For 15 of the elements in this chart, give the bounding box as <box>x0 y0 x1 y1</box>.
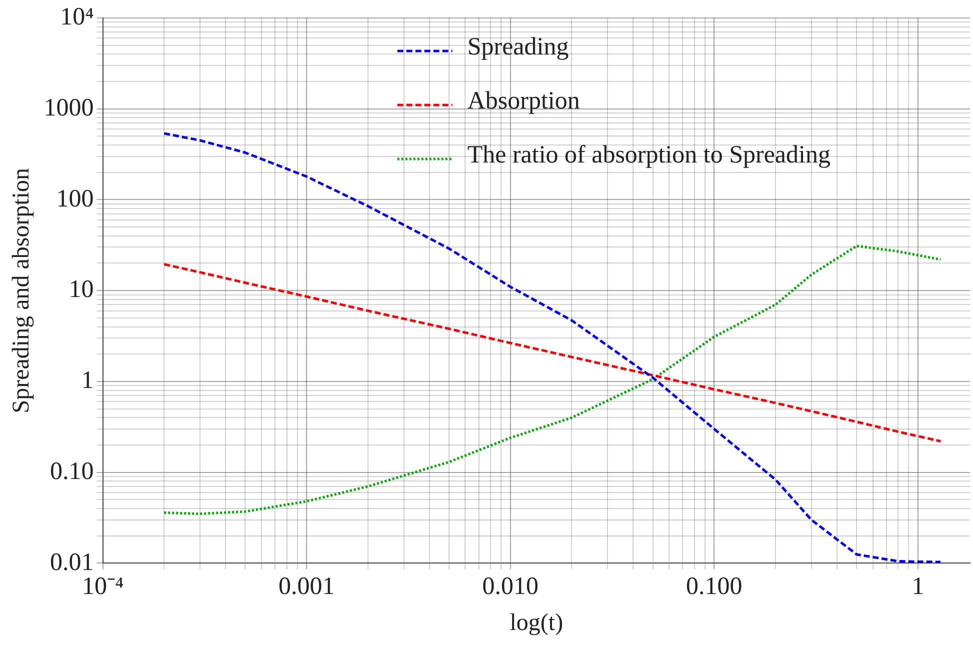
legend-label: Spreading <box>467 34 570 61</box>
x-tick-label: 0.001 <box>278 572 335 600</box>
y-axis-title: Spreading and absorption <box>8 168 35 414</box>
x-tick-label: 0.010 <box>482 572 539 600</box>
y-tick-label: 100 <box>56 185 94 212</box>
y-tick-label: 0.10 <box>50 458 94 485</box>
x-axis-title: log(t) <box>510 610 564 636</box>
y-tick-label: 1000 <box>44 94 94 122</box>
y-tick-label: 10 <box>68 276 94 304</box>
legend-label: Absorption <box>467 88 580 115</box>
y-tick-label: 1 <box>81 367 94 394</box>
y-tick-label: 10⁴ <box>60 4 94 31</box>
legend-label: The ratio of absorption to Spreading <box>467 142 831 169</box>
x-tick-label: 1 <box>912 572 924 600</box>
x-tick-label: 0.100 <box>686 572 742 600</box>
